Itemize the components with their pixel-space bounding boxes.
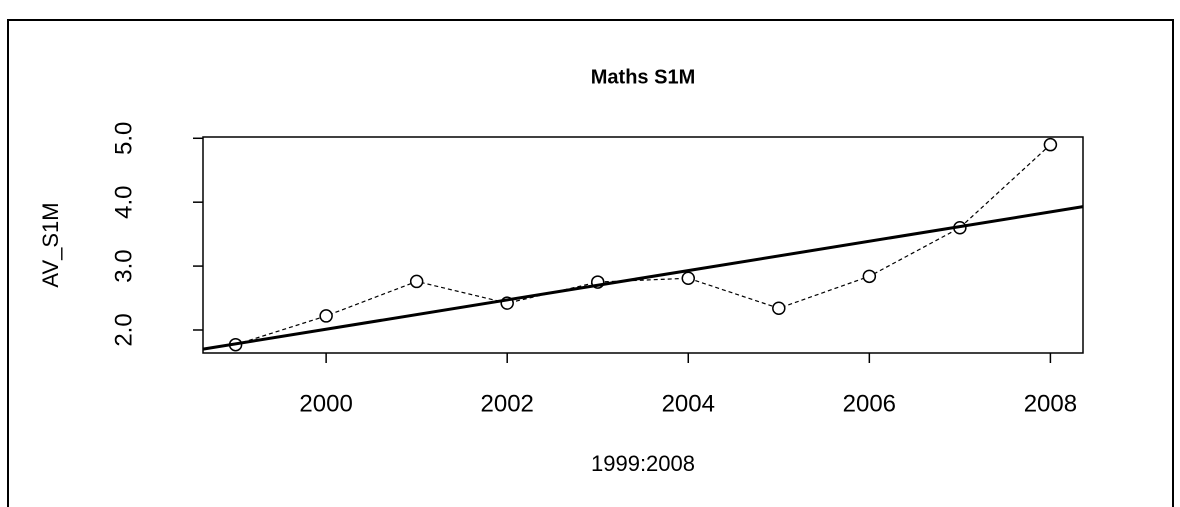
y-tick-label: 3.0 xyxy=(110,249,137,282)
y-tick-label: 5.0 xyxy=(110,122,137,155)
figure-border xyxy=(7,19,1174,507)
data-line xyxy=(235,144,1051,346)
x-tick-label: 2002 xyxy=(481,390,534,417)
chart-title: Maths S1M xyxy=(591,66,695,88)
data-point xyxy=(772,301,786,316)
data-point xyxy=(409,274,424,289)
x-axis-label: 1999:2008 xyxy=(591,451,695,476)
data-point xyxy=(1043,137,1058,152)
data-point xyxy=(862,269,877,284)
x-tick-label: 2008 xyxy=(1024,390,1077,417)
x-tick-label: 2004 xyxy=(662,390,715,417)
plot-frame xyxy=(202,136,1084,354)
data-point xyxy=(319,309,333,323)
y-tick-label: 2.0 xyxy=(110,313,137,346)
y-axis-label: AV_S1M xyxy=(38,202,63,287)
fit-line xyxy=(202,205,1084,351)
data-point xyxy=(681,271,696,285)
x-tick-label: 2000 xyxy=(299,390,352,417)
x-tick-label: 2006 xyxy=(843,390,896,417)
y-tick-label: 4.0 xyxy=(110,185,137,218)
